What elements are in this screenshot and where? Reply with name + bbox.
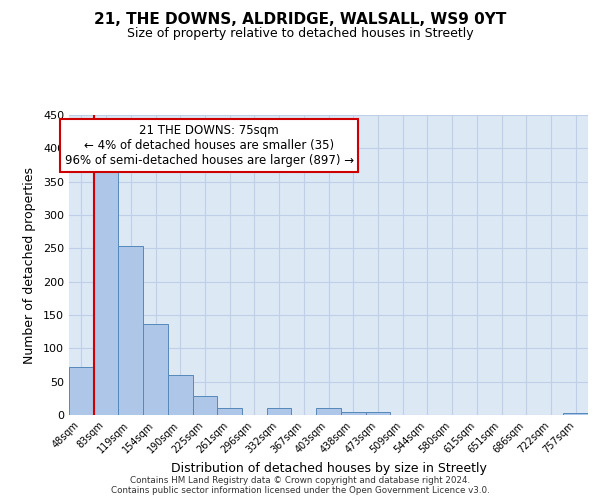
Bar <box>69 367 94 415</box>
Bar <box>341 412 365 415</box>
Bar <box>168 375 193 415</box>
Bar <box>118 246 143 415</box>
Text: Size of property relative to detached houses in Streetly: Size of property relative to detached ho… <box>127 28 473 40</box>
Bar <box>193 396 217 415</box>
Bar <box>143 324 168 415</box>
Text: Contains HM Land Registry data © Crown copyright and database right 2024.: Contains HM Land Registry data © Crown c… <box>130 476 470 485</box>
Bar <box>267 408 292 415</box>
X-axis label: Distribution of detached houses by size in Streetly: Distribution of detached houses by size … <box>170 462 487 475</box>
Text: 21, THE DOWNS, ALDRIDGE, WALSALL, WS9 0YT: 21, THE DOWNS, ALDRIDGE, WALSALL, WS9 0Y… <box>94 12 506 28</box>
Text: Contains public sector information licensed under the Open Government Licence v3: Contains public sector information licen… <box>110 486 490 495</box>
Bar <box>217 408 242 415</box>
Bar <box>365 412 390 415</box>
Bar <box>316 408 341 415</box>
Y-axis label: Number of detached properties: Number of detached properties <box>23 166 36 364</box>
Bar <box>563 413 588 415</box>
Text: 21 THE DOWNS: 75sqm
← 4% of detached houses are smaller (35)
96% of semi-detache: 21 THE DOWNS: 75sqm ← 4% of detached hou… <box>65 124 353 167</box>
Bar <box>94 172 118 415</box>
